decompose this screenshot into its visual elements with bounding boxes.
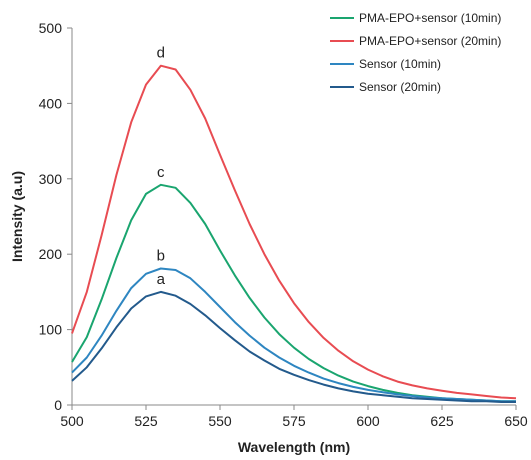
curve-label: a <box>157 271 166 288</box>
series-line <box>71 290 516 403</box>
legend-label: Sensor (10min) <box>359 57 441 71</box>
legend-label: PMA-EPO+sensor (20min) <box>359 34 501 48</box>
curve-label: d <box>157 45 165 62</box>
y-axis-title: Intensity (a.u) <box>9 171 25 262</box>
curve-label: c <box>157 164 165 181</box>
y-tick-label: 500 <box>39 20 63 36</box>
x-tick-label: 625 <box>430 413 454 429</box>
x-tick-label: 550 <box>208 413 232 429</box>
legend: PMA-EPO+sensor (10min) PMA-EPO+sensor (20… <box>330 11 501 94</box>
x-tick-label: 575 <box>282 413 306 429</box>
y-tick-label: 200 <box>39 246 63 262</box>
x-tick-label: 525 <box>134 413 158 429</box>
x-tick-label: 600 <box>356 413 380 429</box>
series-line <box>71 64 517 400</box>
series-layer <box>71 64 517 403</box>
legend-label: Sensor (20min) <box>359 80 441 94</box>
y-axis-ticks: 0 100 200 300 400 500 <box>39 20 72 413</box>
plot-area: 500 525 550 575 600 625 650 0 100 200 300 400 500 c… <box>39 20 528 429</box>
y-tick-label: 300 <box>39 171 63 187</box>
x-tick-label: 500 <box>60 413 84 429</box>
legend-label: PMA-EPO+sensor (10min) <box>359 11 501 25</box>
series-line <box>71 183 516 403</box>
x-tick-label: 650 <box>504 413 528 429</box>
x-axis-ticks: 500 525 550 575 600 625 650 <box>60 405 528 429</box>
y-tick-label: 400 <box>39 95 63 111</box>
x-axis-title: Wavelength (nm) <box>238 439 350 455</box>
y-tick-label: 100 <box>39 322 63 338</box>
curve-labels: c d ba <box>157 45 166 288</box>
curve-label: b <box>157 248 165 265</box>
series-line <box>71 267 516 403</box>
y-tick-label: 0 <box>54 397 62 413</box>
